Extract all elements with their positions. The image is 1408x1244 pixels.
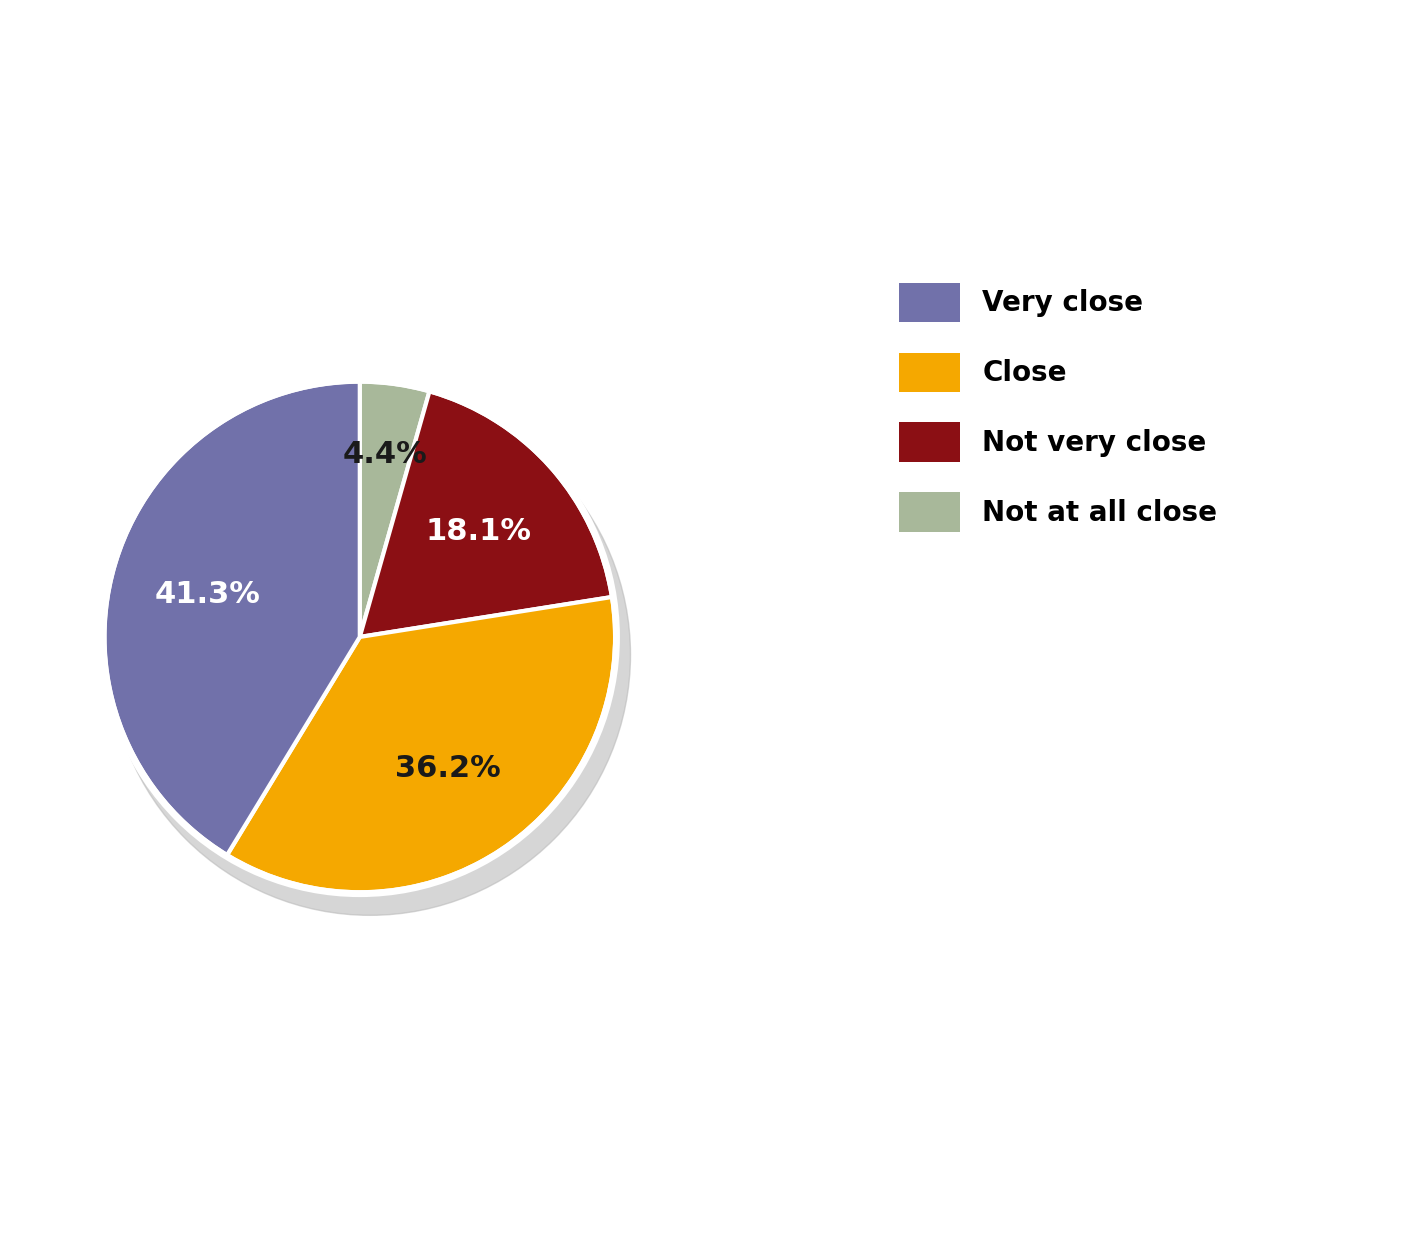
Text: 36.2%: 36.2% (396, 754, 501, 782)
Legend: Very close, Close, Not very close, Not at all close: Very close, Close, Not very close, Not a… (887, 271, 1228, 542)
Wedge shape (104, 382, 360, 855)
Text: 18.1%: 18.1% (425, 518, 531, 546)
Text: 4.4%: 4.4% (342, 440, 428, 469)
Wedge shape (360, 392, 612, 637)
Wedge shape (227, 597, 615, 892)
Text: 41.3%: 41.3% (155, 580, 260, 608)
Circle shape (110, 394, 631, 916)
Wedge shape (360, 382, 429, 637)
